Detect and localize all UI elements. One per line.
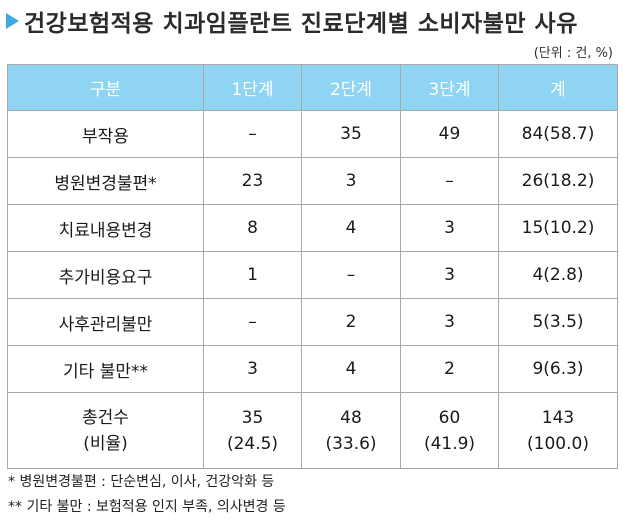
table-row: 기타 불만** 3 4 2 9(6.3) [7,345,618,393]
row-label: 기타 불만** [7,345,204,393]
header-stage-2: 2단계 [301,64,401,111]
table-row: 추가비용요구 1 – 3 4(2.8) [7,251,618,299]
row-label: 치료내용변경 [7,204,204,252]
cell-stage-2: 2 [301,298,401,346]
cell-stage-3: 49 [400,110,499,158]
header-total: 계 [498,64,618,111]
table-row: 부작용 – 35 49 84(58.7) [7,110,618,158]
total-stage-1-ratio: (24.5) [226,433,279,454]
cell-stage-3: 3 [400,204,499,252]
total-stage-3-count: 60 [438,407,461,428]
total-sum-ratio: (100.0) [527,433,589,454]
total-stage-2-count: 48 [340,407,362,428]
cell-stage-2: 3 [301,157,401,205]
cell-stage-3: – [400,157,499,205]
cell-total: 26(18.2) [498,157,618,205]
total-sum-count: 143 [541,407,575,428]
table-row: 병원변경불편* 23 3 – 26(18.2) [7,157,618,205]
cell-stage-2: 4 [301,345,401,393]
cell-stage-3: 3 [400,298,499,346]
cell-stage-1: – [203,110,302,158]
table-header-row: 구분 1단계 2단계 3단계 계 [7,64,618,111]
row-label: 병원변경불편* [7,157,204,205]
cell-stage-2: 4 [301,204,401,252]
header-stage-3: 3단계 [400,64,499,111]
triangle-icon [6,13,19,29]
header-category: 구분 [7,64,204,111]
row-label: 부작용 [7,110,204,158]
total-row: 총건수 (비율) 35 (24.5) 48 (33.6) 60 (41.9) 1… [7,392,618,469]
cell-stage-1: 23 [203,157,302,205]
row-label: 추가비용요구 [7,251,204,299]
total-cell-stage-1: 35 (24.5) [203,392,302,469]
total-cell-sum: 143 (100.0) [498,392,618,469]
table-row: 사후관리불만 – 2 3 5(3.5) [7,298,618,346]
cell-stage-2: 35 [301,110,401,158]
page-title: 건강보험적용 치과임플란트 진료단계별 소비자불만 사유 [24,11,578,37]
cell-stage-2: – [301,251,401,299]
cell-stage-1: 3 [203,345,302,393]
table-row: 치료내용변경 8 4 3 15(10.2) [7,204,618,252]
total-label-line1: 총건수 [82,407,129,428]
cell-total: 4(2.8) [498,251,618,299]
total-stage-3-ratio: (41.9) [423,433,476,454]
cell-stage-3: 3 [400,251,499,299]
total-row-label: 총건수 (비율) [7,392,204,469]
cell-stage-3: 2 [400,345,499,393]
data-table: 구분 1단계 2단계 3단계 계 부작용 – 35 49 84(58.7) 병원… [7,64,618,469]
cell-stage-1: – [203,298,302,346]
total-cell-stage-3: 60 (41.9) [400,392,499,469]
cell-stage-1: 1 [203,251,302,299]
unit-label: (단위 : 건, %) [533,46,613,61]
row-label: 사후관리불만 [7,298,204,346]
total-stage-1-count: 35 [241,407,264,428]
header-stage-1: 1단계 [203,64,302,111]
total-cell-stage-2: 48 (33.6) [301,392,401,469]
cell-total: 84(58.7) [498,110,618,158]
cell-stage-1: 8 [203,204,302,252]
footnotes: * 병원변경불편 : 단순변심, 이사, 건강악화 등 ** 기타 불만 : 보… [8,470,286,520]
cell-total: 15(10.2) [498,204,618,252]
title-bar: 건강보험적용 치과임플란트 진료단계별 소비자불만 사유 [6,4,578,38]
total-label-line2: (비율) [83,433,128,454]
total-stage-2-ratio: (33.6) [325,433,377,454]
footnote-2: ** 기타 불만 : 보험적용 인지 부족, 의사변경 등 [8,499,286,515]
footnote-1: * 병원변경불편 : 단순변심, 이사, 건강악화 등 [8,474,275,490]
cell-total: 5(3.5) [498,298,618,346]
cell-total: 9(6.3) [498,345,618,393]
